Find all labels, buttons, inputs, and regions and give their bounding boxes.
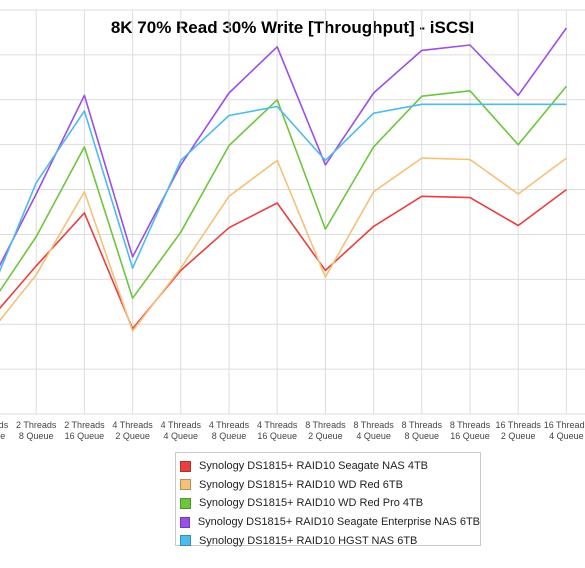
legend-swatch — [180, 497, 191, 509]
series-line-2 — [0, 157, 567, 332]
legend-label: Synology DS1815+ RAID10 Seagate NAS 4TB — [199, 460, 428, 473]
x-tick-label: 16 Threads 2 Queue — [496, 420, 542, 441]
series-line-4 — [0, 27, 568, 267]
legend: Synology DS1815+ RAID10 Seagate NAS 4TB S… — [175, 452, 481, 547]
series-layer — [0, 27, 568, 332]
x-tick-label: 8 Threads 16 Queue — [450, 420, 491, 441]
x-tick-label: 4 Threads 16 Queue — [257, 420, 298, 441]
x-tick-label: 2 Threads 16 Queue — [64, 420, 105, 441]
x-tick-label: 4 Threads 4 Queue — [161, 420, 202, 441]
x-tick-label: 8 Threads 8 Queue — [402, 420, 443, 441]
legend-swatch — [180, 535, 191, 547]
legend-swatch — [180, 516, 190, 528]
series-line-5 — [0, 103, 567, 273]
grid-layer — [0, 9, 585, 415]
series-line-3 — [0, 85, 568, 300]
legend-label: Synology DS1815+ RAID10 WD Red Pro 4TB — [199, 497, 424, 510]
legend-label: Synology DS1815+ RAID10 WD Red 6TB — [199, 478, 403, 491]
legend-item: Synology DS1815+ RAID10 HGST NAS 6TB — [180, 531, 480, 550]
x-tick-label: 8 Threads 4 Queue — [353, 420, 394, 441]
series-line-1 — [0, 188, 567, 330]
legend-item: Synology DS1815+ RAID10 Seagate Enterpri… — [180, 513, 480, 532]
x-tick-label: 2 Threads 8 Queue — [16, 420, 57, 441]
legend-swatch — [180, 479, 191, 491]
x-tick-label: 4 Threads 2 Queue — [112, 420, 153, 441]
x-tick-label: 4 Threads 8 Queue — [209, 420, 250, 441]
x-tick-label: 16 Threads 4 Queue — [544, 420, 585, 441]
legend-item: Synology DS1815+ RAID10 Seagate NAS 4TB — [180, 457, 480, 476]
legend-label: Synology DS1815+ RAID10 Seagate Enterpri… — [197, 516, 480, 529]
legend-item: Synology DS1815+ RAID10 WD Red Pro 4TB — [180, 494, 480, 513]
x-tick-label: 8 Threads 2 Queue — [305, 420, 346, 441]
chart-title: 8K 70% Read 30% Write [Throughput] - iSC… — [110, 18, 475, 37]
legend-item: Synology DS1815+ RAID10 WD Red 6TB — [180, 476, 480, 495]
legend-label: Synology DS1815+ RAID10 HGST NAS 6TB — [199, 534, 418, 547]
legend-swatch — [180, 460, 191, 472]
